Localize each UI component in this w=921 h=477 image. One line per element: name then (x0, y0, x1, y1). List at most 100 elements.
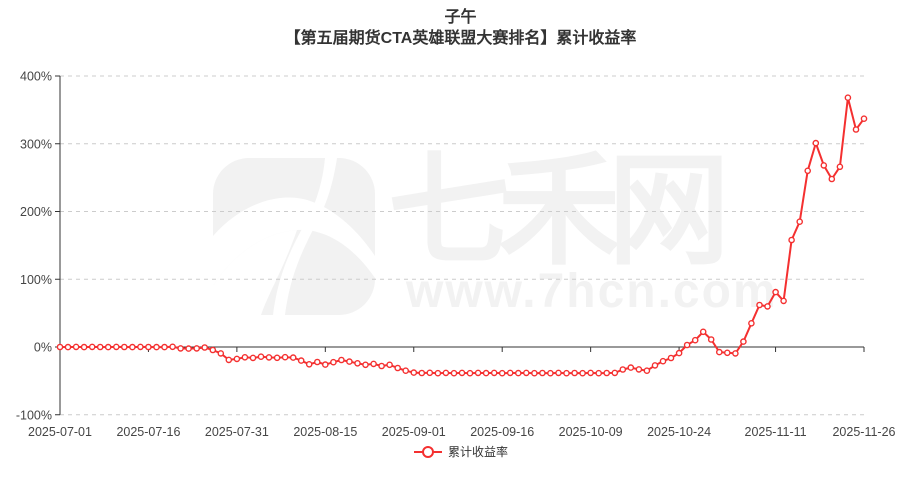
data-point-marker[interactable] (675, 349, 683, 357)
data-point-marker[interactable] (691, 336, 699, 344)
data-point-marker[interactable] (313, 358, 321, 366)
data-point-marker[interactable] (96, 343, 104, 351)
data-point-marker[interactable] (273, 354, 281, 362)
data-point-marker[interactable] (354, 359, 361, 367)
data-point-marker[interactable] (161, 343, 168, 351)
data-point-marker[interactable] (362, 361, 369, 369)
data-point-marker[interactable] (724, 349, 731, 357)
data-point-marker[interactable] (418, 369, 426, 377)
data-point-marker[interactable] (64, 343, 72, 351)
data-point-marker[interactable] (635, 366, 643, 373)
data-point-marker[interactable] (145, 343, 152, 351)
data-point-marker[interactable] (740, 338, 747, 345)
data-point-marker[interactable] (707, 336, 715, 343)
data-point-marker[interactable] (265, 354, 273, 361)
data-point-marker[interactable] (571, 369, 578, 377)
data-point-marker[interactable] (169, 343, 176, 351)
data-point-marker[interactable] (836, 163, 844, 171)
data-point-marker[interactable] (386, 361, 393, 369)
data-point-marker[interactable] (434, 369, 442, 377)
data-point-marker[interactable] (506, 369, 514, 377)
data-point-marker[interactable] (820, 162, 828, 169)
data-point-marker[interactable] (257, 353, 265, 361)
data-point-marker[interactable] (113, 343, 120, 351)
data-point-marker[interactable] (587, 369, 594, 377)
data-point-marker[interactable] (289, 354, 297, 361)
data-point-marker[interactable] (788, 236, 795, 244)
data-point-marker[interactable] (547, 369, 554, 377)
data-point-marker[interactable] (225, 356, 233, 364)
data-point-marker[interactable] (667, 354, 675, 362)
data-point-marker[interactable] (772, 288, 779, 296)
data-point-marker[interactable] (426, 369, 434, 377)
data-point-marker[interactable] (603, 369, 611, 377)
data-point-marker[interactable] (217, 350, 225, 357)
data-point-marker[interactable] (643, 367, 651, 375)
data-point-marker[interactable] (659, 357, 667, 365)
data-point-marker[interactable] (627, 364, 635, 371)
data-point-marker[interactable] (241, 353, 249, 361)
data-point-marker[interactable] (330, 358, 337, 366)
data-point-marker[interactable] (844, 94, 852, 101)
data-point-marker[interactable] (764, 303, 771, 310)
data-point-marker[interactable] (828, 175, 836, 183)
data-point-marker[interactable] (756, 301, 763, 309)
data-point-marker[interactable] (515, 369, 522, 377)
data-point-marker[interactable] (555, 369, 562, 377)
data-point-marker[interactable] (346, 358, 353, 365)
data-point-marker[interactable] (498, 369, 506, 377)
data-point-marker[interactable] (523, 369, 530, 377)
data-point-marker[interactable] (458, 369, 466, 377)
data-point-marker[interactable] (321, 361, 329, 368)
data-point-marker[interactable] (442, 369, 450, 377)
data-point-marker[interactable] (595, 369, 603, 377)
data-point-marker[interactable] (732, 350, 739, 357)
data-point-marker[interactable] (137, 343, 144, 351)
data-point-marker[interactable] (852, 126, 860, 133)
data-point-marker[interactable] (370, 360, 377, 368)
legend-item[interactable]: 累计收益率 (0, 443, 921, 460)
data-point-marker[interactable] (579, 369, 586, 377)
data-point-marker[interactable] (121, 343, 128, 351)
data-point-marker[interactable] (297, 357, 305, 364)
data-point-marker[interactable] (209, 346, 217, 354)
data-point-marker[interactable] (474, 369, 482, 377)
data-point-marker[interactable] (531, 369, 538, 377)
data-point-marker[interactable] (796, 218, 804, 225)
data-point-marker[interactable] (193, 345, 200, 352)
data-point-marker[interactable] (394, 364, 402, 372)
data-point-marker[interactable] (378, 362, 385, 370)
data-point-marker[interactable] (860, 115, 868, 122)
data-point-marker[interactable] (72, 343, 80, 351)
data-point-marker[interactable] (402, 367, 410, 375)
data-point-marker[interactable] (812, 139, 820, 147)
data-point-marker[interactable] (338, 356, 345, 364)
data-point-marker[interactable] (683, 341, 691, 349)
data-point-marker[interactable] (281, 353, 289, 361)
data-point-marker[interactable] (233, 355, 241, 363)
data-point-marker[interactable] (450, 369, 458, 377)
data-point-marker[interactable] (129, 343, 136, 351)
data-point-marker[interactable] (748, 319, 755, 327)
data-point-marker[interactable] (611, 369, 619, 377)
data-point-marker[interactable] (153, 343, 160, 351)
data-point-marker[interactable] (104, 343, 112, 351)
data-point-marker[interactable] (490, 369, 498, 377)
data-point-marker[interactable] (466, 369, 474, 377)
data-point-marker[interactable] (305, 360, 313, 368)
data-point-marker[interactable] (563, 369, 570, 377)
data-point-marker[interactable] (539, 369, 546, 377)
data-point-marker[interactable] (410, 369, 418, 376)
data-point-marker[interactable] (716, 348, 723, 356)
data-point-marker[interactable] (201, 344, 208, 351)
data-point-marker[interactable] (80, 343, 88, 351)
data-point-marker[interactable] (619, 366, 627, 373)
data-point-marker[interactable] (804, 167, 812, 175)
data-point-marker[interactable] (56, 343, 64, 351)
data-point-marker[interactable] (699, 328, 707, 336)
data-point-marker[interactable] (88, 343, 96, 351)
data-point-marker[interactable] (249, 354, 257, 362)
data-point-marker[interactable] (651, 362, 659, 369)
data-point-marker[interactable] (185, 345, 192, 352)
